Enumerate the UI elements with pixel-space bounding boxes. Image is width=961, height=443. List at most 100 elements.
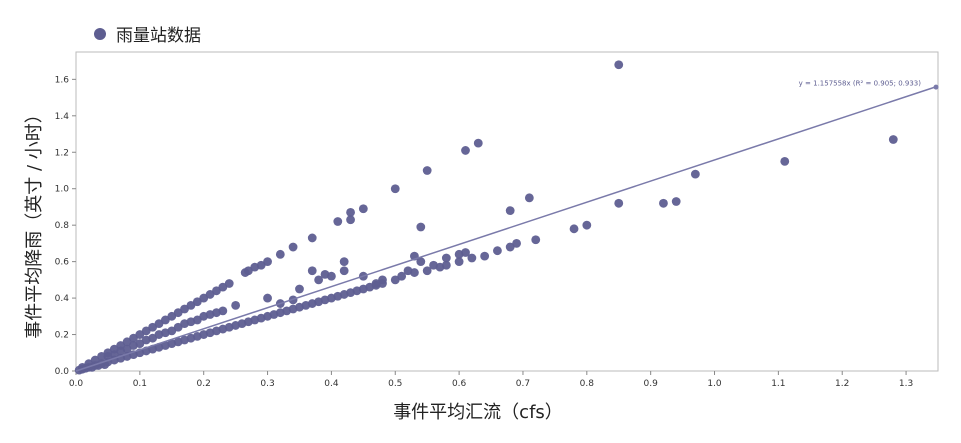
data-point (390, 184, 400, 194)
data-point (346, 208, 355, 217)
data-point (218, 306, 228, 316)
data-point (888, 135, 898, 144)
data-point (614, 60, 624, 70)
data-point (480, 251, 490, 261)
data-point (505, 242, 515, 252)
legend-label: 雨量站数据 (116, 26, 201, 46)
data-point (314, 275, 324, 285)
data-point (390, 275, 400, 285)
data-point (224, 279, 234, 288)
data-point (416, 257, 426, 267)
data-point (135, 339, 145, 349)
data-point (473, 138, 483, 148)
y-tick-label: 0.2 (55, 331, 69, 341)
data-point (397, 271, 407, 281)
x-tick-label: 0.9 (644, 379, 659, 389)
data-point (461, 248, 470, 257)
data-point (205, 290, 215, 299)
x-tick-label: 1.1 (771, 379, 785, 389)
data-point (122, 337, 132, 347)
data-point (461, 146, 470, 155)
x-tick-label: 0.2 (197, 379, 211, 389)
data-point (333, 217, 343, 226)
data-point (180, 304, 189, 314)
legend: 雨量站数据 (94, 21, 201, 46)
y-tick-label: 0.4 (55, 294, 70, 304)
x-tick-label: 0.5 (388, 379, 402, 389)
data-point (122, 344, 132, 354)
y-tick-label: 0.6 (55, 258, 70, 268)
x-tick-label: 1.0 (707, 379, 722, 389)
data-point (441, 253, 451, 263)
data-point (403, 266, 413, 276)
data-point (275, 249, 285, 259)
x-tick-label: 0.7 (516, 379, 530, 389)
data-point (467, 253, 477, 263)
data-point (154, 319, 164, 329)
x-tick-label: 0.0 (69, 379, 84, 389)
data-point (90, 355, 100, 365)
data-point (614, 198, 624, 208)
data-point (244, 266, 253, 276)
y-tick-label: 0.8 (55, 221, 70, 231)
y-tick-label: 1.4 (55, 112, 70, 122)
data-point (493, 246, 502, 256)
data-point (422, 166, 432, 175)
y-tick-label: 1.6 (55, 75, 70, 85)
data-point (135, 330, 145, 339)
data-point (454, 257, 464, 267)
y-tick-label: 0.0 (55, 367, 70, 377)
data-point (173, 322, 183, 332)
data-point (192, 297, 202, 307)
data-point (339, 266, 349, 276)
data-point (690, 169, 700, 179)
data-point (167, 311, 177, 321)
data-point (659, 198, 668, 208)
x-tick-label: 1.3 (899, 379, 913, 389)
data-point (358, 204, 368, 214)
data-point (263, 257, 272, 267)
x-tick-label: 0.6 (452, 379, 467, 389)
data-point (531, 235, 541, 245)
data-point (263, 293, 272, 303)
data-point (339, 257, 349, 267)
data-point (422, 266, 432, 276)
data-point (371, 279, 381, 288)
data-point (192, 315, 202, 325)
regression-line (75, 85, 939, 372)
data-point (167, 326, 177, 336)
data-point (505, 206, 515, 215)
regression-equation: y = 1.157558x (R² = 0.905; 0.933) (799, 79, 922, 87)
data-point (231, 300, 241, 310)
data-point (320, 269, 330, 279)
data-point (378, 275, 387, 285)
data-point (173, 308, 183, 318)
x-tick-label: 0.4 (324, 379, 339, 389)
data-point (524, 193, 534, 203)
x-tick-label: 1.2 (835, 379, 849, 389)
data-point (307, 266, 317, 276)
data-point (441, 260, 451, 270)
regression-line-end-marker (933, 84, 939, 90)
y-axis-label: 事件平均降雨（英寸 / 小时） (24, 105, 45, 339)
x-tick-label: 0.1 (133, 379, 147, 389)
data-point (429, 260, 438, 270)
data-point (141, 326, 151, 336)
data-point (129, 333, 138, 343)
x-tick-label: 0.3 (260, 379, 274, 389)
y-tick-label: 1.2 (55, 148, 69, 158)
x-axis-label: 事件平均汇流（cfs） (393, 402, 563, 423)
data-point (307, 233, 317, 243)
data-point (97, 352, 106, 361)
data-point (295, 284, 304, 294)
data-point (671, 197, 681, 206)
data-point (582, 220, 592, 230)
plot-frame (75, 51, 939, 372)
data-point (212, 286, 221, 296)
legend-marker (94, 27, 106, 40)
data-points (74, 60, 898, 375)
data-point (148, 322, 158, 332)
data-point (186, 300, 196, 310)
